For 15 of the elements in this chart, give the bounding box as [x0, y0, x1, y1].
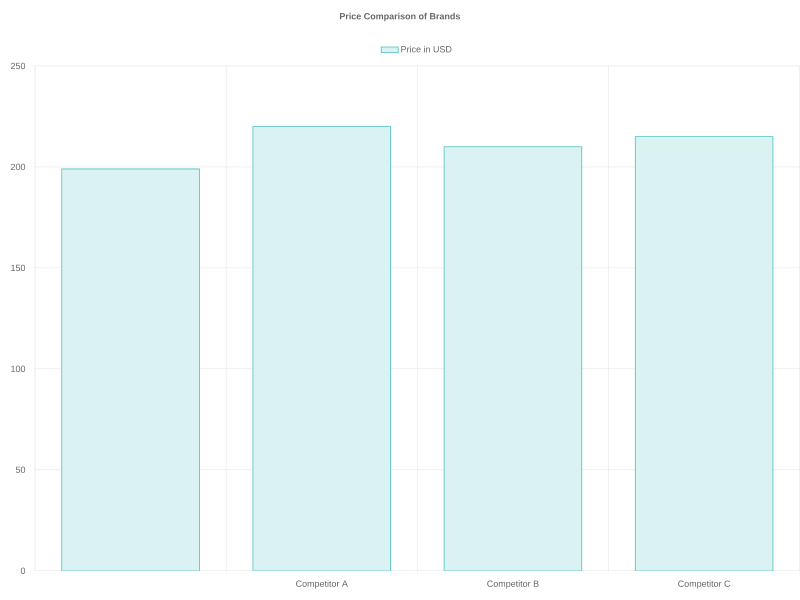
y-tick-label: 50: [16, 466, 26, 474]
x-tick-label: Competitor B: [487, 580, 539, 589]
y-tick-label: 150: [11, 264, 26, 272]
bar: [252, 126, 391, 571]
x-tick-label: Competitor A: [296, 580, 348, 589]
y-tick-label: 100: [11, 366, 26, 372]
y-tick-label: 0: [20, 568, 26, 574]
y-tick-label: 200: [10, 164, 26, 170]
x-tick-label: Competitor C: [678, 580, 730, 589]
legend-label: Price in USD: [401, 46, 452, 53]
y-tick-label: 250: [10, 62, 26, 70]
bar: [634, 136, 774, 571]
chart-title: Price Comparison of Brands: [340, 12, 460, 22]
bar: [61, 168, 200, 571]
bar: [444, 146, 582, 571]
